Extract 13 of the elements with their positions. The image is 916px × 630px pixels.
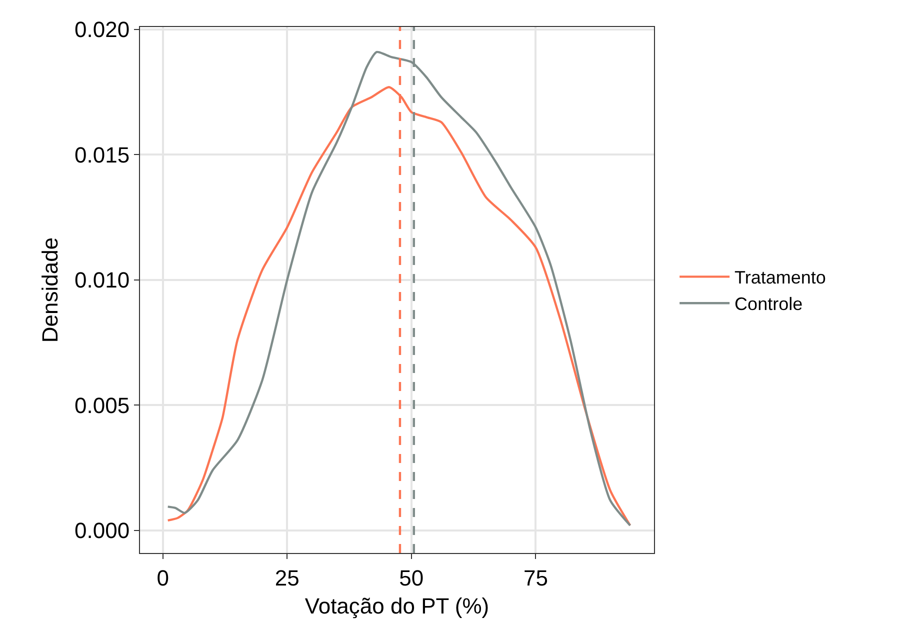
x-tick-label: 50	[399, 565, 424, 590]
x-tick-label: 75	[523, 565, 548, 590]
y-tick-label: 0.005	[74, 392, 130, 418]
y-tick-label: 0.020	[74, 17, 130, 42]
y-tick-label: 0.010	[74, 268, 130, 293]
y-tick-label: 0.000	[74, 518, 130, 544]
y-tick-label: 0.015	[74, 142, 130, 168]
y-axis-title: Densidade	[37, 237, 62, 343]
legend-label: Tratamento	[734, 268, 826, 288]
x-tick-label: 25	[274, 565, 300, 590]
x-axis-title: Votação do PT (%)	[304, 593, 490, 618]
legend-label: Controle	[734, 294, 803, 314]
x-tick-label: 0	[156, 565, 169, 590]
